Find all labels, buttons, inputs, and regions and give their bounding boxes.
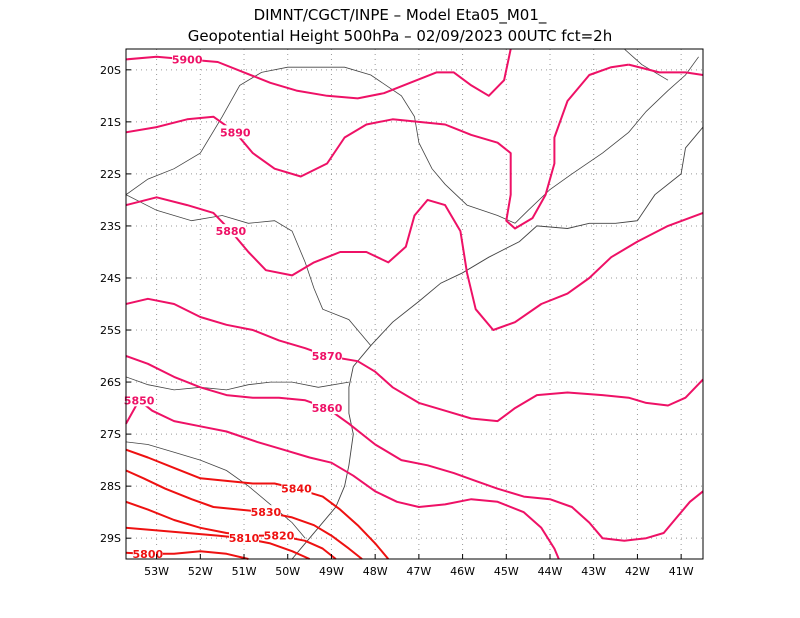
border-line-1 <box>125 194 372 346</box>
contour-label-bg-4 <box>312 349 343 363</box>
contour-label-bg-8 <box>250 505 281 519</box>
contour-5880-3 <box>125 196 704 331</box>
coast-line <box>291 126 704 560</box>
lon-tick-label-51W: 51W <box>232 565 257 578</box>
contour-5870-4 <box>125 297 704 423</box>
lon-tick-label-50W: 50W <box>275 565 300 578</box>
lat-tick-label-21S: 21S <box>100 116 121 129</box>
title-line-2: Geopotential Height 500hPa – 02/09/2023 … <box>187 27 613 45</box>
contour-label-bg-7 <box>281 481 312 495</box>
lon-tick-label-53W: 53W <box>144 565 169 578</box>
contour-5850-6 <box>125 399 560 560</box>
lon-tick-label-52W: 52W <box>188 565 213 578</box>
lon-tick-label-42W: 42W <box>625 565 650 578</box>
contour-label-0: 5900 <box>172 53 203 66</box>
contour-label-7: 5840 <box>281 483 312 496</box>
border-line-4 <box>514 56 699 224</box>
contour-label-10: 5810 <box>229 532 260 545</box>
border-line-5 <box>624 48 669 81</box>
contour-label-bg-6 <box>124 393 155 407</box>
contour-label-bg-2 <box>220 125 251 139</box>
lat-tick-label-29S: 29S <box>100 532 121 545</box>
contour-5860-5 <box>125 355 704 542</box>
title-line-1: DIMNT/CGCT/INPE – Model Eta05_M01_ <box>253 6 547 24</box>
lat-tick-label-27S: 27S <box>100 428 121 441</box>
contour-label-5: 5860 <box>312 402 343 415</box>
contour-label-8: 5830 <box>251 506 282 519</box>
lon-tick-label-48W: 48W <box>363 565 388 578</box>
lat-tick-label-25S: 25S <box>100 324 121 337</box>
contour-label-bg-3 <box>215 224 246 238</box>
contour-label-bg-5 <box>312 401 343 415</box>
grid-lines <box>126 49 703 559</box>
border-line-2 <box>125 376 349 391</box>
contour-label-bg-10 <box>229 531 260 545</box>
contour-5890-2 <box>125 63 629 230</box>
state-borders <box>125 48 699 539</box>
lon-tick-label-43W: 43W <box>581 565 606 578</box>
border-line-0 <box>125 66 516 224</box>
height-contours: 5900 5890 5880 5870 5860 5850 5840 5830 5820 5810… <box>124 48 704 561</box>
lat-tick-label-20S: 20S <box>100 64 121 77</box>
lat-tick-label-28S: 28S <box>100 480 121 493</box>
contour-label-bg-0 <box>172 52 203 66</box>
lat-tick-label-24S: 24S <box>100 272 121 285</box>
contour-label-6: 5850 <box>124 394 155 407</box>
lon-tick-label-49W: 49W <box>319 565 344 578</box>
contour-label-4: 5870 <box>312 350 343 363</box>
contour-label-2: 5890 <box>220 126 251 139</box>
lat-tick-label-22S: 22S <box>100 168 121 181</box>
lat-tick-label-26S: 26S <box>100 376 121 389</box>
contour-label-9: 5820 <box>264 530 295 543</box>
contour-5840-7 <box>125 448 390 560</box>
lon-tick-label-46W: 46W <box>450 565 475 578</box>
contour-label-11: 5800 <box>133 548 164 561</box>
lat-tick-label-23S: 23S <box>100 220 121 233</box>
coastline <box>291 126 704 560</box>
contour-label-3: 5880 <box>216 225 247 238</box>
map-frame <box>125 48 704 560</box>
contour-label-bg-9 <box>263 528 294 542</box>
contour-label-bg-11 <box>132 546 163 560</box>
lon-tick-label-47W: 47W <box>406 565 431 578</box>
lon-tick-label-44W: 44W <box>538 565 563 578</box>
border-line-3 <box>125 441 306 539</box>
contour-5900-0 <box>125 48 512 100</box>
axis-ticks: 53W 52W 51W 50W 49W 48W 47W 46W 45W 44W 43W 42W 41W 2… <box>100 64 694 578</box>
contour-5900-1 <box>628 63 704 76</box>
lon-tick-label-45W: 45W <box>494 565 519 578</box>
lon-tick-label-41W: 41W <box>669 565 694 578</box>
